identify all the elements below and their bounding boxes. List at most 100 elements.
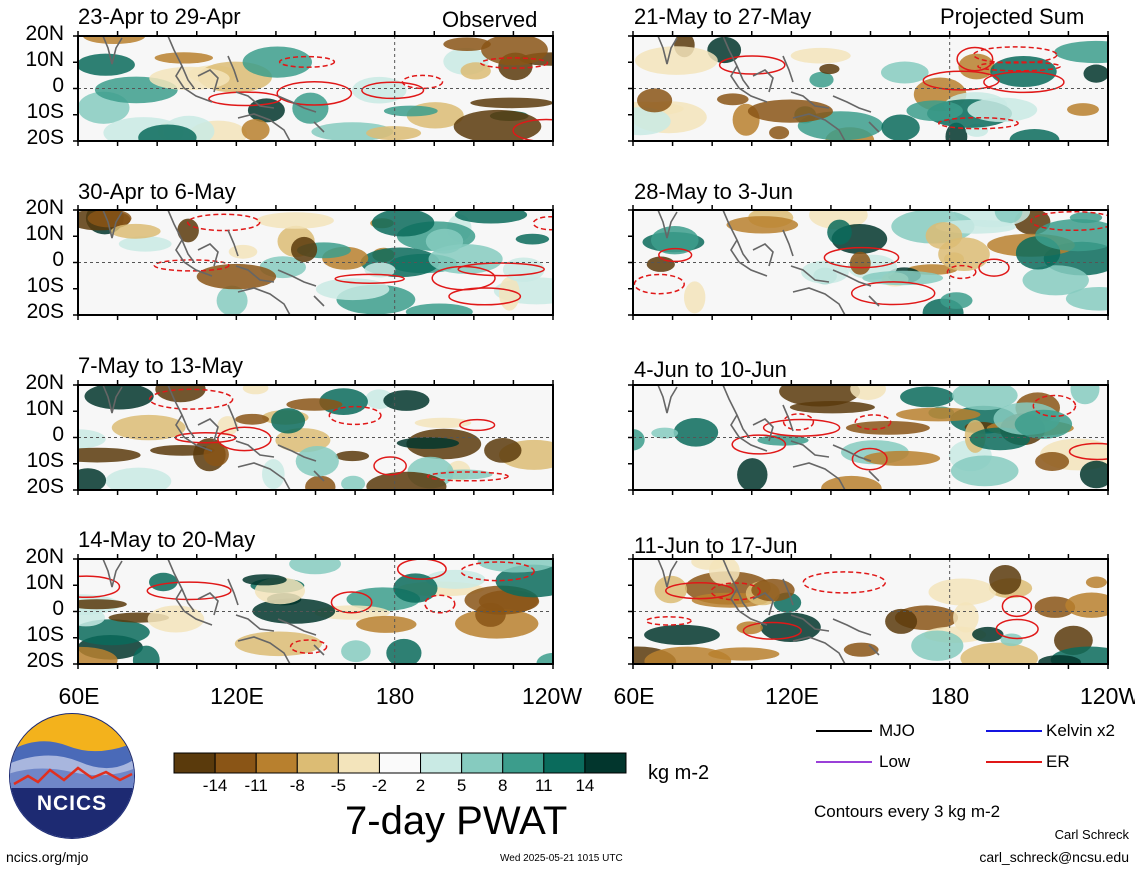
pwat-anomaly [950,455,1019,487]
er-contour [532,215,553,231]
coastline [730,239,768,277]
author-name: Carl Schreck [1054,827,1129,842]
er-contour [1068,442,1108,461]
pwat-anomaly [383,105,438,117]
er-contour [480,57,549,69]
coastline [792,113,846,141]
er-contour [148,388,234,410]
pwat-anomaly [1000,633,1023,647]
pwat-anomaly [809,71,834,88]
pwat-anomaly [881,61,929,84]
er-contour [658,247,693,263]
pwat-anomaly [256,212,334,229]
pwat-anomaly [967,97,1038,122]
coastline [227,404,239,432]
er-contour [782,413,815,431]
er-contour [78,575,121,599]
lat-label: 20S [26,300,64,323]
coastline [782,55,794,83]
pwat-anomaly [286,398,343,411]
pwat-anomaly [644,624,720,645]
map-panel [628,554,1109,669]
author-email: carl_schreck@ncsu.edu [979,849,1129,865]
pwat-anomaly [925,222,963,250]
coastline [235,265,275,283]
pwat-anomaly [216,285,248,315]
pwat-anomaly [149,66,230,91]
pwat-anomaly [271,408,306,434]
coastline [657,36,678,65]
pwat-anomaly [737,458,768,490]
pwat-anomaly [1035,452,1070,471]
panel-title-8: 11-Jun to 17-Jun [634,533,798,558]
coastline [237,113,291,141]
pwat-anomaly [651,427,679,439]
coastline [792,462,846,490]
colorbar-tick-label: 5 [456,776,467,795]
pwat-anomaly [801,260,849,284]
er-contour [328,405,382,426]
panel-title-5: 7-May to 13-May [78,353,244,378]
panel-title-6: 4-Jun to 10-Jun [634,357,787,382]
coastline [313,470,325,482]
panel-title-7: 14-May to 20-May [78,527,256,552]
pwat-anomaly [863,450,941,466]
colorbar-tick-label: 11 [534,776,553,795]
coastline [790,265,830,283]
coastline [102,36,123,65]
colorbar-swatch [173,752,216,774]
pwat-anomaly [341,475,366,490]
pwat-anomaly [335,450,370,462]
lat-label: 20N [25,196,64,219]
coastline [227,55,239,83]
er-contour [424,594,456,614]
coastline [782,229,794,257]
coastline [227,578,239,606]
pwat-anomaly [203,442,229,467]
er-contour [186,213,261,232]
pwat-anomaly [341,640,371,663]
er-contour [460,561,535,582]
er-contour [645,616,692,626]
lon-label-right-120e: 120E [765,683,819,709]
pwat-anomaly [242,574,287,586]
projected-sum-tag: Projected Sum [940,4,1085,29]
pwat-anomaly [896,407,981,422]
colorbar-tick-label: 8 [497,776,508,795]
pwat-anomaly [1009,129,1060,141]
pwat-anomaly [443,37,491,51]
pwat-anomaly [356,615,417,633]
er-contour [512,118,553,141]
pwat-anomaly [994,210,1023,224]
colorbar [173,752,627,774]
coastline [730,588,768,626]
er-contour [937,116,1019,130]
pwat-anomaly [515,233,550,245]
svg-text:NCICS: NCICS [37,792,107,815]
pwat-anomaly [292,92,329,124]
pwat-anomaly [726,216,799,234]
pwat-anomaly [315,278,390,301]
pwat-anomaly [827,219,852,245]
colorbar-swatch [584,752,627,774]
coastline [792,636,846,664]
pwat-anomaly [1022,265,1089,296]
lon-label-left-180: 180 [375,683,415,709]
colorbar-swatch [255,752,298,774]
coastline [175,414,213,452]
pwat-anomaly [940,292,973,309]
legend-label-kelvin: Kelvin x2 [1046,721,1115,740]
er-contour [742,621,802,640]
pwat-anomaly [78,53,135,76]
pwat-anomaly [906,100,963,121]
pwat-anomaly [881,114,920,141]
pwat-anomaly [78,646,118,664]
pwat-anomaly [235,413,269,425]
observed-tag: Observed [442,7,538,32]
map-panel [73,31,554,146]
er-contour [633,273,685,295]
pwat-anomaly [651,226,699,255]
panel-title-3: 30-Apr to 6-May [78,179,236,204]
colorbar-swatch [296,752,339,774]
map-panel [73,205,554,320]
